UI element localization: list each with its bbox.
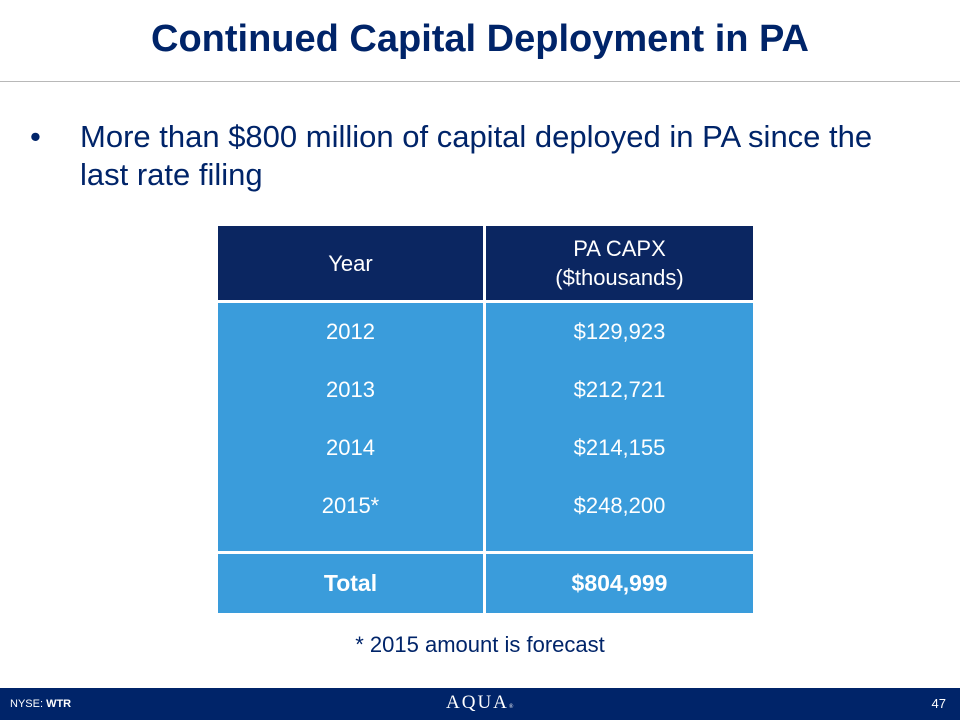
header-year: Year [215, 223, 486, 303]
ticker-symbol: WTR [46, 698, 72, 710]
year-cell: 2012 [326, 319, 375, 344]
table-row: 2012 2013 2014 2015* $129,923 $212,721 $… [215, 300, 756, 554]
capx-cell: $248,200 [573, 493, 666, 518]
capx-table: Year PA CAPX ($thousands) 2012 2013 2014… [215, 223, 756, 616]
bullet-item: • More than $800 million of capital depl… [30, 118, 930, 194]
capx-column: $129,923 $212,721 $214,155 $248,200 [483, 300, 756, 554]
total-row: Total $804,999 [215, 551, 756, 616]
footnote: * 2015 amount is forecast [355, 632, 605, 657]
capx-cell: $214,155 [573, 435, 666, 460]
footer-bar: NYSE: WTR AQUA® 47 [0, 688, 960, 720]
year-cell: 2014 [326, 435, 375, 460]
bullet-marker: • [30, 119, 41, 154]
page-number: 47 [931, 696, 946, 711]
total-value: $804,999 [483, 551, 756, 616]
logo-text: AQUA [446, 692, 509, 713]
year-column: 2012 2013 2014 2015* [215, 300, 486, 554]
capx-cell: $129,923 [573, 319, 666, 344]
header-capx: PA CAPX ($thousands) [483, 223, 756, 303]
slide-title: Continued Capital Deployment in PA [151, 18, 809, 60]
exchange-label: NYSE: [10, 698, 44, 710]
total-label: Total [215, 551, 486, 616]
header-year-label: Year [328, 250, 373, 276]
table-header-row: Year PA CAPX ($thousands) [215, 223, 756, 303]
ticker-label: NYSE: WTR [10, 698, 71, 710]
header-capx-line2: ($thousands) [555, 265, 684, 290]
capx-cell: $212,721 [573, 377, 666, 402]
year-cell: 2015* [321, 493, 380, 518]
header-capx-line1: PA CAPX [573, 236, 666, 261]
year-cell: 2013 [326, 377, 375, 402]
bullet-text: More than $800 million of capital deploy… [80, 119, 873, 192]
title-divider [0, 81, 960, 82]
aqua-logo: AQUA® [446, 692, 513, 714]
logo-mark: ® [508, 704, 514, 710]
